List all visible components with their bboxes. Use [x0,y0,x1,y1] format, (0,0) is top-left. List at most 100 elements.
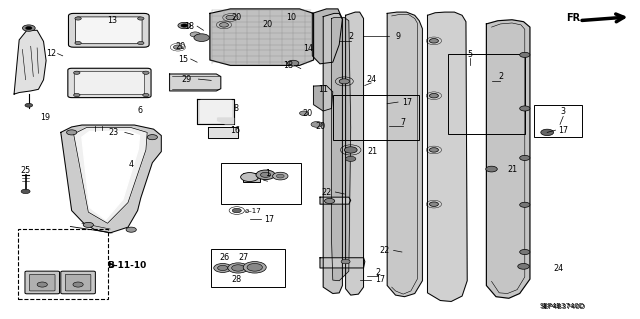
Text: 23: 23 [109,128,119,137]
Circle shape [232,208,241,213]
Text: 17: 17 [558,126,568,135]
Polygon shape [210,9,314,65]
Circle shape [341,259,350,264]
Circle shape [429,39,438,43]
Text: 2: 2 [348,32,353,41]
Text: 12: 12 [46,49,56,58]
Polygon shape [197,99,234,124]
Circle shape [520,202,530,207]
Circle shape [520,106,530,111]
Text: 28: 28 [232,275,242,284]
Circle shape [241,173,259,182]
Circle shape [178,22,191,29]
FancyBboxPatch shape [61,271,95,294]
Text: 4: 4 [129,160,134,169]
Text: 29: 29 [182,75,192,84]
Text: 5: 5 [468,50,473,59]
Polygon shape [170,74,221,91]
Circle shape [143,93,149,97]
Circle shape [75,17,81,20]
Polygon shape [14,30,46,94]
Polygon shape [312,9,342,64]
Text: 27: 27 [238,253,248,262]
Circle shape [138,41,144,45]
Text: 20: 20 [232,13,242,22]
Text: 24: 24 [553,264,563,273]
Bar [221,163,301,204]
Text: 18: 18 [283,61,293,70]
Text: 16: 16 [230,126,241,135]
Text: 10: 10 [286,13,296,22]
Text: 20: 20 [302,109,312,118]
Circle shape [287,60,299,66]
Polygon shape [320,258,365,268]
Circle shape [520,249,530,255]
Circle shape [518,263,529,269]
Circle shape [181,24,188,27]
Text: SEP4B3740D: SEP4B3740D [541,304,586,310]
FancyBboxPatch shape [74,71,145,94]
Polygon shape [74,128,147,223]
Text: 1: 1 [265,169,270,178]
Text: 22: 22 [321,188,332,197]
FancyBboxPatch shape [243,173,260,182]
Circle shape [429,202,438,206]
Circle shape [311,122,323,127]
Text: 9: 9 [396,32,401,41]
Polygon shape [332,18,351,281]
FancyBboxPatch shape [68,13,149,47]
Circle shape [247,263,262,271]
Text: 13: 13 [107,16,117,25]
Circle shape [344,147,357,153]
Polygon shape [320,197,351,204]
Circle shape [73,282,83,287]
Polygon shape [428,12,467,301]
Circle shape [228,263,248,273]
Text: ⌀–17: ⌀–17 [245,208,262,213]
Circle shape [74,71,80,74]
Circle shape [232,265,244,271]
Circle shape [260,172,271,177]
Circle shape [256,170,275,180]
Text: 20: 20 [315,122,325,130]
FancyBboxPatch shape [76,17,142,44]
Circle shape [214,263,232,272]
Bar [534,105,582,137]
Polygon shape [346,12,364,295]
Text: 18: 18 [184,22,194,31]
Polygon shape [323,13,342,293]
Text: 2: 2 [375,268,380,277]
Circle shape [25,103,33,107]
Circle shape [74,93,80,97]
Circle shape [226,15,235,20]
Polygon shape [61,125,161,233]
Text: 24: 24 [366,75,376,84]
Bar [18,229,108,299]
Circle shape [67,130,77,135]
Circle shape [147,135,157,140]
Text: 2: 2 [498,72,503,81]
FancyBboxPatch shape [65,274,91,291]
Text: 19: 19 [40,113,50,122]
Circle shape [143,71,149,74]
Polygon shape [200,100,231,122]
Polygon shape [208,127,238,138]
Circle shape [486,166,497,172]
FancyBboxPatch shape [68,68,151,98]
Text: 26: 26 [219,253,229,262]
Text: 25: 25 [20,166,31,175]
Circle shape [75,41,81,45]
Text: SEP4B3740D: SEP4B3740D [540,303,584,309]
Circle shape [21,189,30,194]
Text: 20: 20 [175,42,186,51]
Circle shape [190,32,200,37]
Circle shape [37,282,47,287]
Text: 14: 14 [303,44,314,53]
Circle shape [22,25,35,31]
Text: 21: 21 [507,165,517,174]
Circle shape [346,156,356,161]
Text: 7: 7 [401,118,406,127]
Polygon shape [218,118,234,124]
Circle shape [138,17,144,20]
Bar [333,95,419,140]
